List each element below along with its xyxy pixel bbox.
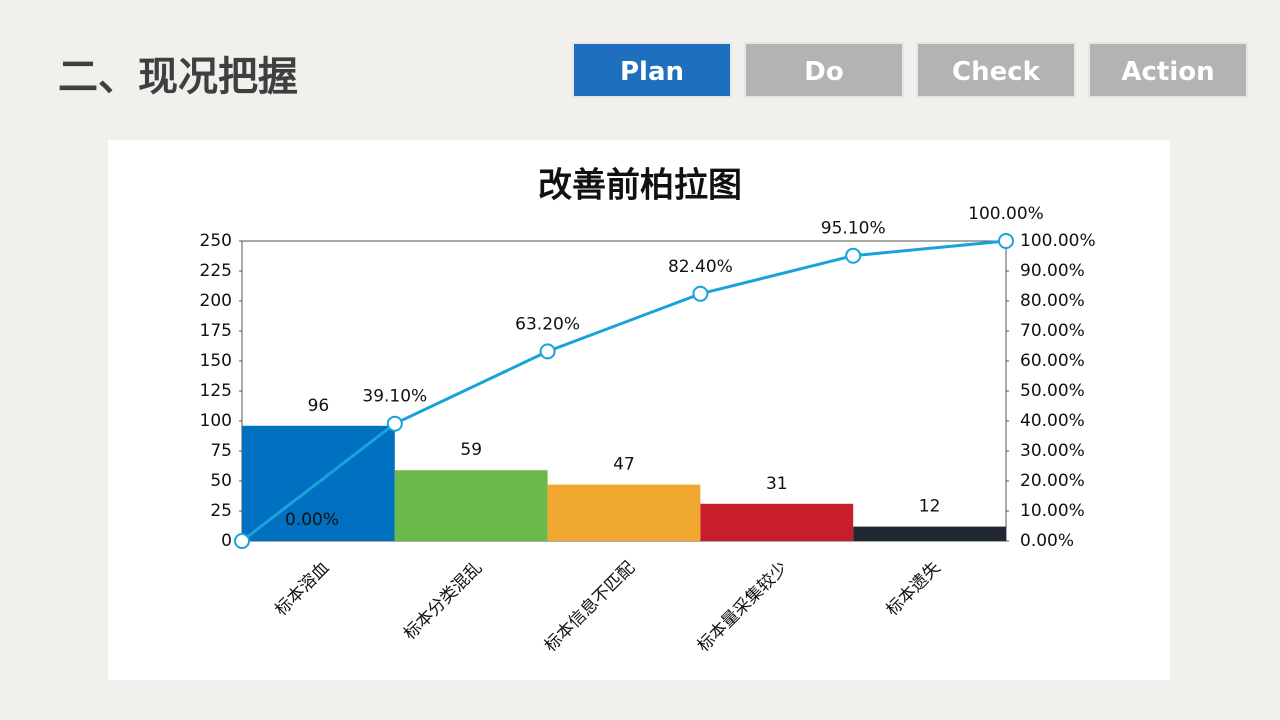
y2-tick-label: 100.00% <box>1020 231 1096 251</box>
y2-tick-label: 10.00% <box>1020 501 1085 521</box>
bar <box>853 526 1006 541</box>
bar <box>700 503 854 541</box>
chart-panel <box>108 140 1170 680</box>
y2-tick-label: 20.00% <box>1020 471 1085 491</box>
bar-value-label: 96 <box>308 396 330 416</box>
pareto-line <box>241 239 1007 543</box>
line-marker <box>539 343 556 360</box>
y-tick-label: 25 <box>210 501 232 521</box>
chart-title: 改善前柏拉图 <box>538 166 742 206</box>
nav-button[interactable]: Do <box>744 42 904 98</box>
y-tick-label: 175 <box>200 321 232 341</box>
y2-tick-label: 30.00% <box>1020 441 1085 461</box>
y-tick-label: 75 <box>210 441 232 461</box>
line-value-label: 63.20% <box>515 314 580 334</box>
nav-button[interactable]: Check <box>916 42 1076 98</box>
line-value-label: 39.10% <box>362 387 427 407</box>
page-title: 二、现况把握 <box>58 54 298 100</box>
y-tick-label: 250 <box>200 231 232 251</box>
y2-tick-label: 80.00% <box>1020 291 1085 311</box>
line-marker <box>386 415 403 432</box>
bar <box>547 484 701 541</box>
y2-tick-label: 40.00% <box>1020 411 1085 431</box>
nav-button[interactable]: Plan <box>572 42 732 98</box>
y2-tick-label: 0.00% <box>1020 531 1074 551</box>
bar-value-label: 59 <box>460 440 482 460</box>
line-value-label: 95.10% <box>821 219 886 239</box>
line-marker <box>692 285 709 302</box>
y-tick-label: 50 <box>210 471 232 491</box>
bar <box>394 470 548 541</box>
y-tick-label: 125 <box>200 381 232 401</box>
y-tick-label: 0 <box>221 531 232 551</box>
line-marker <box>845 247 862 264</box>
line-value-label: 0.00% <box>285 510 339 530</box>
y2-tick-label: 90.00% <box>1020 261 1085 281</box>
nav-button[interactable]: Action <box>1088 42 1248 98</box>
y-tick-label: 200 <box>200 291 232 311</box>
y-tick-label: 225 <box>200 261 232 281</box>
y-tick-label: 100 <box>200 411 232 431</box>
bar-value-label: 12 <box>919 497 941 517</box>
y2-tick-label: 50.00% <box>1020 381 1085 401</box>
bar-value-label: 31 <box>766 474 788 494</box>
y2-tick-label: 70.00% <box>1020 321 1085 341</box>
line-value-label: 82.40% <box>668 257 733 277</box>
line-marker <box>998 233 1014 249</box>
bar-value-label: 47 <box>613 455 635 475</box>
y2-tick-label: 60.00% <box>1020 351 1085 371</box>
line-value-label: 100.00% <box>968 204 1044 224</box>
line-marker <box>234 533 250 549</box>
y-tick-label: 150 <box>200 351 232 371</box>
